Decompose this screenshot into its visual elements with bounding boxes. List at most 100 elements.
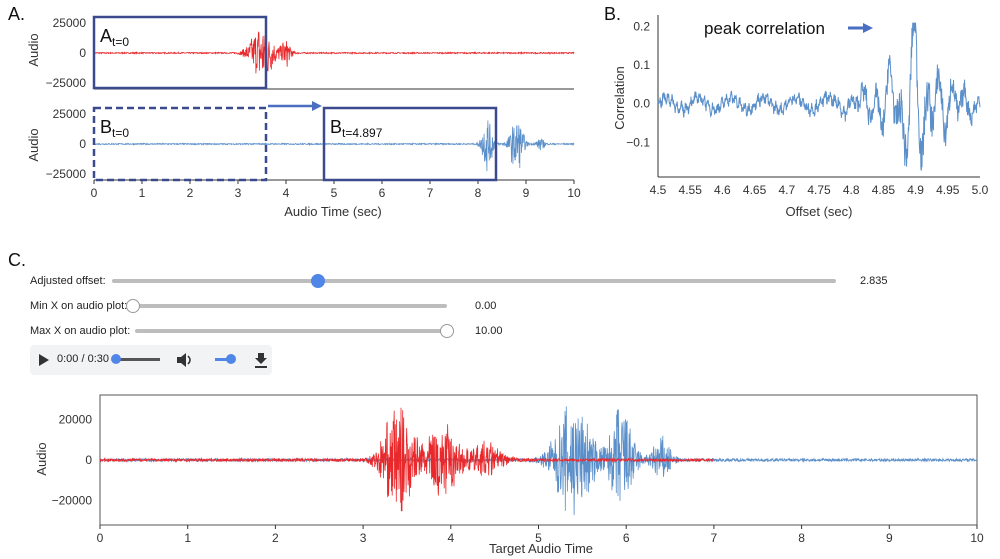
y-tick-label: 0.2 — [633, 20, 650, 34]
x-tick-label: 5.0 — [972, 183, 989, 197]
a-bottom-waveform-line — [93, 120, 575, 172]
download-icon[interactable] — [254, 352, 268, 368]
max-x-value: 10.00 — [475, 325, 503, 337]
audio-player: 0:00 / 0:30 — [30, 345, 272, 375]
shift-arrow-icon — [268, 101, 322, 111]
volume-slider[interactable] — [215, 358, 231, 361]
x-tick-label: 7 — [427, 186, 434, 200]
y-tick-label: −25000 — [46, 76, 87, 90]
x-tick-label: 4.75 — [807, 183, 831, 197]
c-red-waveform-line — [99, 407, 715, 512]
min-x-label: Min X on audio plot: — [30, 300, 128, 312]
x-tick-label: 2 — [272, 531, 279, 545]
x-tick-label: 8 — [798, 531, 805, 545]
x-tick-label: 4 — [283, 186, 290, 200]
panel-label-b: B. — [604, 4, 622, 24]
y-tick-label: −0.1 — [626, 135, 650, 149]
adjusted-offset-label: Adjusted offset: — [30, 275, 106, 287]
c-blue-waveform-line — [99, 406, 978, 516]
a-bottom-axes: 25000 0 −25000 0 1 2 3 4 5 6 7 8 9 10 — [46, 107, 581, 200]
peak-arrow-icon — [848, 23, 873, 33]
min-x-value: 0.00 — [475, 300, 497, 312]
y-tick-label: 20000 — [59, 412, 93, 426]
c-waveforms — [99, 406, 978, 516]
box-a-t0 — [92, 15, 268, 90]
x-tick-label: 1 — [184, 531, 191, 545]
y-tick-label: 25000 — [53, 107, 87, 121]
volume-slider-handle[interactable] — [226, 354, 236, 364]
box-b-t4897 — [322, 106, 498, 182]
x-tick-label: 4.7 — [778, 183, 795, 197]
b-correlation-path — [657, 22, 981, 171]
x-tick-label: 0 — [91, 186, 98, 200]
panel-label-c: C. — [8, 250, 26, 270]
x-tick-label: 6 — [623, 531, 630, 545]
b-correlation-line — [657, 22, 981, 171]
a-top-y-axis-label: Audio — [26, 33, 41, 66]
b-y-axis-label: Correlation — [612, 66, 627, 130]
x-tick-label: 4.85 — [872, 183, 896, 197]
label-b-t4897: Bt=4.897 — [330, 117, 383, 140]
y-tick-label: 25000 — [53, 16, 87, 30]
c-axes: 20000 0 −20000 0 1 2 3 4 5 6 7 8 9 10 — [52, 394, 984, 545]
x-tick-label: 4.9 — [907, 183, 924, 197]
player-progress-handle[interactable] — [111, 354, 121, 364]
x-tick-label: 4 — [447, 531, 454, 545]
max-x-slider-handle[interactable] — [440, 324, 454, 338]
x-tick-label: 4.8 — [843, 183, 860, 197]
max-x-slider[interactable] — [135, 329, 447, 333]
panel-c-chart: 20000 0 −20000 0 1 2 3 4 5 6 7 8 9 10 Target Audio Ti… — [34, 394, 984, 556]
player-progress-bar[interactable] — [116, 358, 160, 361]
x-tick-label: 4.5 — [650, 183, 667, 197]
adjusted-offset-value: 2.835 — [860, 275, 888, 287]
x-tick-label: 4.95 — [936, 183, 960, 197]
c-x-axis-label: Target Audio Time — [489, 541, 593, 556]
peak-correlation-label: peak correlation — [704, 19, 825, 38]
x-tick-label: 0 — [97, 531, 104, 545]
a-top-waveform-line — [93, 31, 575, 74]
y-tick-label: 0 — [79, 46, 86, 60]
a-bottom-waveform — [93, 120, 575, 172]
x-tick-label: 3 — [235, 186, 242, 200]
min-x-slider-handle[interactable] — [126, 299, 140, 313]
y-tick-label: 0 — [79, 137, 86, 151]
x-tick-label: 8 — [475, 186, 482, 200]
x-tick-label: 10 — [970, 531, 984, 545]
a-x-axis-label: Audio Time (sec) — [284, 204, 382, 219]
x-tick-label: 6 — [379, 186, 386, 200]
y-tick-label: 0.0 — [633, 97, 650, 111]
player-time: 0:00 / 0:30 — [57, 353, 109, 365]
x-tick-label: 7 — [711, 531, 718, 545]
adjusted-offset-slider-handle[interactable] — [311, 274, 326, 288]
y-tick-label: 0.1 — [633, 58, 650, 72]
a-bottom-y-axis-label: Audio — [26, 128, 41, 161]
x-tick-label: 9 — [523, 186, 530, 200]
x-tick-label: 4.65 — [743, 183, 767, 197]
x-tick-label: 10 — [567, 186, 581, 200]
x-tick-label: 2 — [187, 186, 194, 200]
panel-a-chart: 25000 0 −25000 25000 0 −25000 0 1 2 3 4 5 6 7 8 9 10 Au… — [26, 15, 581, 219]
c-y-axis-label: Audio — [34, 442, 49, 475]
panel-b-chart: 0.2 0.1 0.0 −0.1 4.5 4.55 4.6 4.65 4.7 4.75 4.8 4.8… — [612, 15, 989, 219]
a-top-waveform — [93, 31, 575, 74]
x-tick-label: 1 — [139, 186, 146, 200]
volume-icon[interactable] — [176, 352, 194, 368]
play-icon[interactable] — [38, 353, 50, 367]
panel-label-a: A. — [8, 4, 26, 24]
b-x-axis-label: Offset (sec) — [786, 204, 853, 219]
y-tick-label: 0 — [85, 453, 92, 467]
label-a-t0: At=0 — [100, 26, 129, 49]
box-b-t0 — [92, 106, 268, 182]
max-x-label: Max X on audio plot: — [30, 325, 131, 337]
x-tick-label: 5 — [331, 186, 338, 200]
x-tick-label: 5 — [535, 531, 542, 545]
x-tick-label: 3 — [360, 531, 367, 545]
min-x-slider[interactable] — [133, 304, 447, 308]
label-b-t0: Bt=0 — [100, 117, 129, 140]
x-tick-label: 4.55 — [679, 183, 703, 197]
x-tick-label: 4.6 — [714, 183, 731, 197]
y-tick-label: −25000 — [46, 167, 87, 181]
x-tick-label: 9 — [886, 531, 893, 545]
adjusted-offset-slider[interactable] — [112, 279, 836, 283]
b-axes: 0.2 0.1 0.0 −0.1 4.5 4.55 4.6 4.65 4.7 4.75 4.8 4.8… — [626, 15, 989, 197]
